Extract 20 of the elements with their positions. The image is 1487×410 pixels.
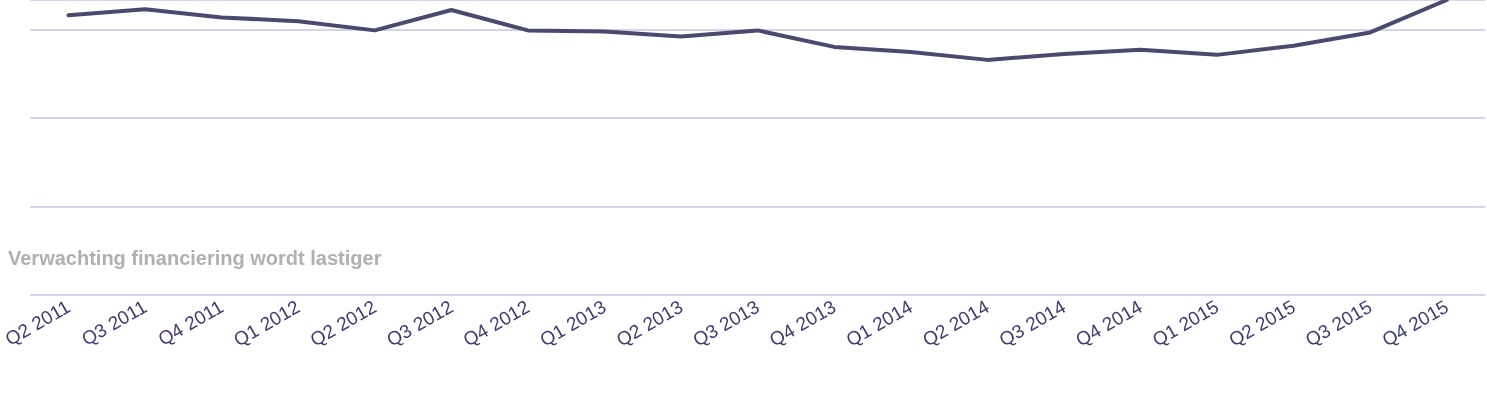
x-tick-label: Q3 2012 (383, 295, 457, 351)
x-tick-label: Q2 2012 (306, 295, 381, 351)
x-tick-label: Q2 2011 (1, 295, 74, 350)
x-tick-label: Q1 2012 (229, 295, 304, 351)
x-tick-label: Q2 2014 (918, 295, 993, 351)
x-tick-label: Q4 2015 (1378, 295, 1452, 351)
x-tick-label: Q3 2014 (995, 295, 1070, 351)
x-tick-label: Q1 2014 (842, 295, 916, 351)
x-tick-label: Q3 2015 (1301, 295, 1376, 351)
x-tick-label: Q4 2012 (459, 295, 534, 351)
x-tick-label: Q4 2013 (765, 295, 840, 351)
x-tick-label: Q3 2013 (689, 295, 763, 351)
x-tick-label: Q1 2015 (1148, 295, 1223, 351)
x-tick-label: Q1 2013 (536, 295, 610, 351)
x-tick-label: Q2 2015 (1225, 295, 1299, 351)
x-tick-label: Q4 2014 (1072, 295, 1146, 351)
x-tick-label: Q2 2013 (612, 295, 687, 351)
x-tick-label: Q3 2011 (77, 295, 151, 350)
x-tick-label: Q4 2011 (154, 295, 227, 350)
annotation: Verwachting financiering wordt lastiger (8, 247, 382, 269)
